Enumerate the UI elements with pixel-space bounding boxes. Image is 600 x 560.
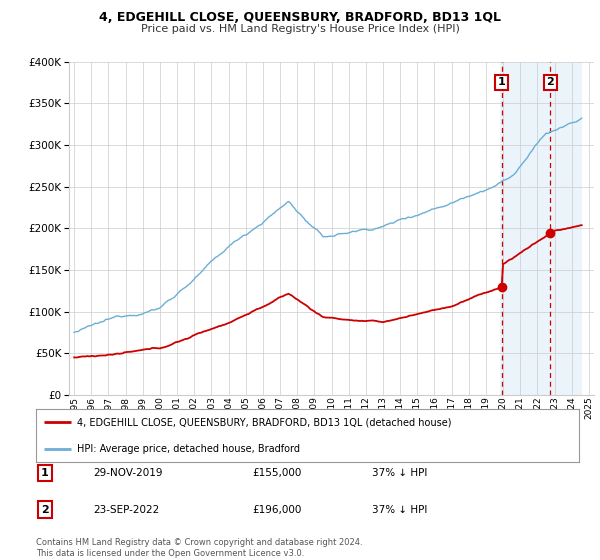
Text: 1: 1 (41, 468, 49, 478)
Text: 4, EDGEHILL CLOSE, QUEENSBURY, BRADFORD, BD13 1QL: 4, EDGEHILL CLOSE, QUEENSBURY, BRADFORD,… (99, 11, 501, 24)
Text: 37% ↓ HPI: 37% ↓ HPI (372, 505, 427, 515)
Text: 37% ↓ HPI: 37% ↓ HPI (372, 468, 427, 478)
Text: 1: 1 (498, 77, 506, 87)
Text: Contains HM Land Registry data © Crown copyright and database right 2024.
This d: Contains HM Land Registry data © Crown c… (36, 538, 362, 558)
Text: 2: 2 (547, 77, 554, 87)
Text: HPI: Average price, detached house, Bradford: HPI: Average price, detached house, Brad… (77, 444, 300, 454)
Text: 2: 2 (41, 505, 49, 515)
Text: 23-SEP-2022: 23-SEP-2022 (93, 505, 159, 515)
Text: £155,000: £155,000 (252, 468, 301, 478)
Text: £196,000: £196,000 (252, 505, 301, 515)
Text: 4, EDGEHILL CLOSE, QUEENSBURY, BRADFORD, BD13 1QL (detached house): 4, EDGEHILL CLOSE, QUEENSBURY, BRADFORD,… (77, 417, 451, 427)
Text: Price paid vs. HM Land Registry's House Price Index (HPI): Price paid vs. HM Land Registry's House … (140, 24, 460, 34)
Text: 29-NOV-2019: 29-NOV-2019 (93, 468, 163, 478)
